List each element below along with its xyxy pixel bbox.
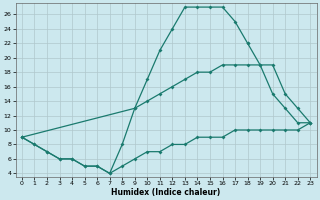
X-axis label: Humidex (Indice chaleur): Humidex (Indice chaleur) xyxy=(111,188,221,197)
